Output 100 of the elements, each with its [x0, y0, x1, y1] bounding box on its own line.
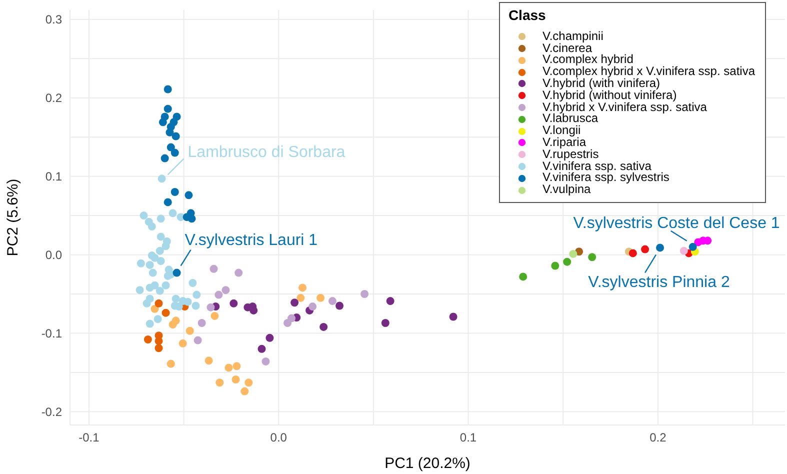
point — [172, 268, 181, 277]
legend-label: V.complex hybrid — [542, 52, 634, 66]
point — [156, 246, 164, 255]
annotation: Lambrusco di Sorbara — [188, 144, 346, 161]
legend-label: V.complex hybrid x V.vinifera ssp. sativa — [542, 64, 755, 78]
point — [166, 143, 175, 152]
point — [386, 297, 394, 306]
point — [563, 258, 572, 266]
point — [170, 188, 179, 196]
x-tick-label: 0.2 — [650, 430, 667, 445]
point — [641, 245, 650, 254]
point — [168, 209, 177, 218]
legend-label: V.rupestris — [542, 146, 599, 161]
legend-label: V.cinerea — [542, 40, 592, 55]
point — [688, 242, 697, 251]
point — [551, 262, 560, 270]
point — [569, 250, 578, 258]
point — [150, 304, 159, 313]
point — [210, 264, 218, 273]
point — [178, 339, 187, 348]
point — [170, 148, 179, 157]
point — [656, 244, 664, 252]
point — [160, 154, 169, 162]
point — [198, 319, 206, 328]
point — [148, 222, 156, 231]
point — [308, 302, 317, 311]
annotation: V.sylvestris Pinnia 2 — [588, 274, 730, 291]
point — [449, 312, 458, 321]
point — [186, 326, 194, 335]
point — [214, 290, 223, 299]
y-tick-label: 0.3 — [45, 12, 62, 27]
point — [136, 286, 144, 294]
point — [164, 198, 172, 206]
point — [164, 104, 172, 113]
x-tick-label: 0.0 — [270, 430, 288, 445]
point — [222, 286, 230, 294]
legend-label: V.vulpina — [542, 182, 591, 196]
point — [156, 257, 165, 266]
point — [162, 281, 170, 290]
point — [184, 191, 193, 200]
point — [298, 284, 307, 292]
legend-label: V.champinii — [542, 28, 604, 43]
point — [244, 378, 253, 387]
point — [210, 312, 219, 320]
y-axis-title: PC2 (5.6%) — [4, 178, 22, 256]
point — [154, 344, 163, 352]
point — [628, 249, 637, 258]
point — [232, 362, 241, 370]
point — [156, 214, 165, 223]
point — [172, 132, 180, 140]
point — [156, 232, 165, 241]
y-tick-label: -0.2 — [41, 404, 62, 419]
point — [148, 268, 157, 277]
point — [172, 294, 180, 303]
point — [336, 302, 344, 310]
point — [156, 286, 164, 295]
point — [234, 268, 243, 277]
point — [266, 334, 274, 342]
point — [158, 118, 167, 126]
x-tick-label: 0.1 — [460, 430, 477, 445]
y-tick-label: -0.1 — [41, 326, 62, 340]
point — [320, 322, 328, 331]
x-axis-title: PC1 (20.2%) — [384, 455, 470, 472]
point — [588, 253, 596, 262]
point — [188, 279, 197, 288]
point — [144, 335, 152, 344]
point — [150, 281, 159, 290]
point — [206, 303, 215, 312]
point — [162, 308, 170, 317]
point — [192, 302, 200, 310]
point — [154, 337, 163, 346]
point — [519, 272, 528, 281]
legend-label: V.longii — [542, 123, 581, 138]
y-tick-label: 0.0 — [45, 248, 62, 262]
point — [224, 364, 233, 372]
point — [296, 294, 305, 302]
point — [166, 128, 174, 136]
y-tick-label: 0.2 — [45, 91, 62, 106]
point — [158, 174, 166, 183]
point — [154, 299, 163, 308]
point — [360, 290, 369, 298]
point — [166, 360, 175, 368]
point — [136, 259, 145, 268]
annotation: V.sylvestris Coste del Cese 1 — [573, 215, 780, 232]
point — [192, 290, 201, 299]
y-tick-label: 0.1 — [45, 170, 62, 184]
point — [316, 294, 325, 302]
point — [230, 299, 238, 308]
legend-title: Class — [508, 7, 547, 23]
point — [232, 376, 240, 384]
point — [204, 356, 213, 365]
point — [328, 297, 336, 306]
point — [162, 242, 170, 250]
point — [146, 260, 154, 269]
point — [240, 387, 249, 396]
x-tick-label: -0.1 — [78, 430, 100, 445]
point — [164, 85, 172, 94]
point — [184, 298, 192, 306]
legend-label: V.vinifera ssp. sativa — [542, 158, 652, 173]
point — [288, 314, 296, 322]
